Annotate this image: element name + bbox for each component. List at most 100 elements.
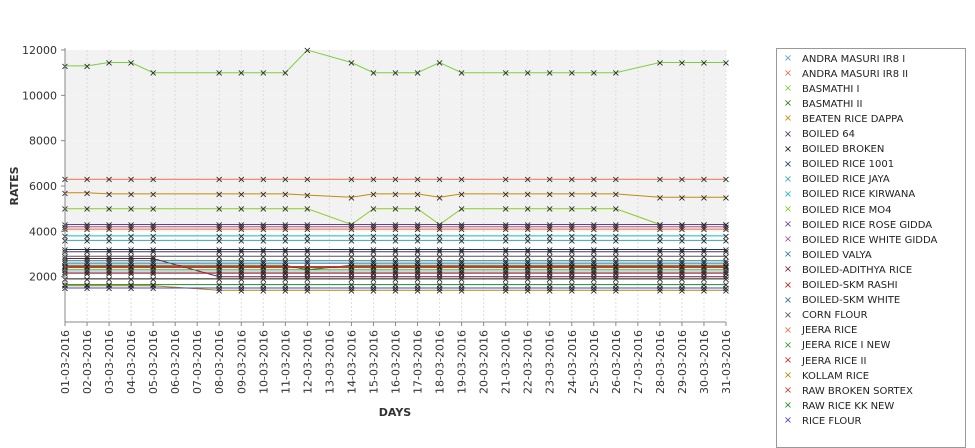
data-point: × bbox=[612, 262, 620, 273]
data-point: × bbox=[501, 252, 509, 263]
data-point: × bbox=[259, 245, 267, 256]
data-point: × bbox=[105, 231, 113, 242]
data-point: × bbox=[413, 204, 421, 215]
data-point: × bbox=[656, 252, 664, 263]
x-tick-label: 30-03-2016 bbox=[698, 330, 711, 394]
data-point: × bbox=[369, 263, 377, 274]
legend-item: × BASMATHI II bbox=[777, 97, 863, 111]
legend-label: BOILED 64 bbox=[802, 129, 855, 140]
data-point: × bbox=[546, 189, 554, 200]
data-point: × bbox=[149, 254, 157, 265]
legend-item: × KOLLAM RICE bbox=[777, 369, 869, 383]
data-point: × bbox=[83, 281, 91, 292]
data-point: × bbox=[590, 204, 598, 215]
data-point: × bbox=[678, 274, 686, 285]
legend-label: BOILED-ADITHYA RICE bbox=[802, 264, 913, 276]
data-point: × bbox=[281, 284, 289, 295]
data-point: × bbox=[83, 204, 91, 215]
data-point: × bbox=[281, 68, 289, 79]
data-point: × bbox=[524, 189, 532, 200]
chart-area: × × × × × × × × × × × × × × × × × × × × × × × × × × × × × × × × × × × × × × × ×… bbox=[8, 44, 733, 419]
data-point: × bbox=[590, 274, 598, 285]
legend-marker-icon: × bbox=[783, 128, 793, 140]
data-point: × bbox=[281, 252, 289, 263]
legend-label: BOILED RICE MO4 bbox=[802, 204, 892, 216]
data-point: × bbox=[127, 175, 135, 186]
data-point: × bbox=[215, 286, 223, 297]
data-point: × bbox=[656, 274, 664, 285]
series-line bbox=[65, 264, 726, 271]
data-point: × bbox=[105, 204, 113, 215]
data-point: × bbox=[568, 204, 576, 215]
data-point: × bbox=[215, 259, 223, 270]
data-point: × bbox=[435, 220, 443, 231]
data-point: × bbox=[568, 265, 576, 276]
data-point: × bbox=[700, 259, 708, 270]
x-tick-label: 12-03-2016 bbox=[301, 330, 314, 394]
data-point: × bbox=[524, 220, 532, 231]
data-point: × bbox=[722, 274, 730, 285]
data-point: × bbox=[105, 280, 113, 291]
data-point: × bbox=[83, 256, 91, 267]
data-point: × bbox=[457, 175, 465, 186]
data-point: × bbox=[413, 236, 421, 247]
data-point: × bbox=[303, 259, 311, 270]
data-point: × bbox=[215, 225, 223, 236]
data-point: × bbox=[590, 286, 598, 297]
data-point: × bbox=[524, 252, 532, 263]
data-point: × bbox=[83, 274, 91, 285]
data-point: × bbox=[457, 247, 465, 258]
data-point: × bbox=[127, 189, 135, 200]
data-point: × bbox=[678, 286, 686, 297]
data-point: × bbox=[391, 269, 399, 280]
legend-label: BOILED RICE WHITE GIDDA bbox=[802, 234, 938, 246]
data-point: × bbox=[105, 225, 113, 236]
data-point: × bbox=[347, 286, 355, 297]
data-point: × bbox=[590, 280, 598, 291]
data-point: × bbox=[722, 280, 730, 291]
data-point: × bbox=[281, 272, 289, 283]
data-point: × bbox=[546, 286, 554, 297]
data-point: × bbox=[546, 245, 554, 256]
data-point: × bbox=[413, 269, 421, 280]
data-point: × bbox=[347, 274, 355, 285]
legend-label: RICE FLOUR bbox=[802, 415, 862, 427]
data-point: × bbox=[413, 68, 421, 79]
legend-marker-icon: × bbox=[783, 279, 793, 291]
data-point: × bbox=[612, 280, 620, 291]
data-point: × bbox=[546, 263, 554, 274]
data-point: × bbox=[435, 284, 443, 295]
data-point: × bbox=[700, 263, 708, 274]
data-point: × bbox=[612, 204, 620, 215]
data-point: × bbox=[369, 252, 377, 263]
data-point: × bbox=[722, 286, 730, 297]
data-point: × bbox=[347, 193, 355, 204]
data-point: × bbox=[105, 274, 113, 285]
data-point: × bbox=[722, 265, 730, 276]
data-point: × bbox=[457, 204, 465, 215]
data-point: × bbox=[391, 222, 399, 233]
data-point: × bbox=[612, 284, 620, 295]
data-point: × bbox=[722, 252, 730, 263]
data-point: × bbox=[457, 222, 465, 233]
data-point: × bbox=[237, 265, 245, 276]
data-point: × bbox=[259, 231, 267, 242]
data-point: × bbox=[678, 280, 686, 291]
legend-label: BOILED RICE ROSE GIDDA bbox=[802, 219, 933, 231]
data-point: × bbox=[149, 252, 157, 263]
data-point: × bbox=[347, 280, 355, 291]
data-point: × bbox=[259, 247, 267, 258]
legend-marker-icon: × bbox=[783, 53, 793, 64]
data-point: × bbox=[656, 259, 664, 270]
data-point: × bbox=[127, 284, 135, 295]
data-point: × bbox=[369, 68, 377, 79]
data-point: × bbox=[656, 247, 664, 258]
data-point: × bbox=[656, 262, 664, 273]
data-point: × bbox=[722, 193, 730, 204]
data-point: × bbox=[501, 265, 509, 276]
data-point: × bbox=[678, 222, 686, 233]
legend-item: × BOILED BROKEN bbox=[777, 143, 885, 157]
data-point: × bbox=[546, 259, 554, 270]
data-point: × bbox=[237, 280, 245, 291]
data-point: × bbox=[722, 220, 730, 231]
